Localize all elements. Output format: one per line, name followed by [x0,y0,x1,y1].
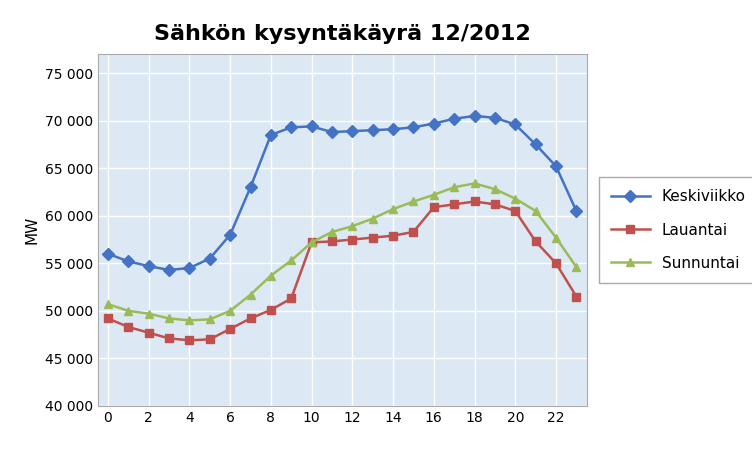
Keskiviikko [368,128,378,133]
Sunnuntai [287,258,296,263]
Title: Sähkön kysyntäkäyrä 12/2012: Sähkön kysyntäkäyrä 12/2012 [154,24,530,44]
Legend: Keskiviikko, Lauantai, Sunnuntai: Keskiviikko, Lauantai, Sunnuntai [599,177,752,283]
Sunnuntai [144,311,153,317]
Keskiviikko [124,259,133,264]
Keskiviikko [551,164,560,169]
Keskiviikko [246,184,255,190]
Sunnuntai [185,318,194,323]
Sunnuntai [226,308,235,313]
Sunnuntai [368,216,378,221]
Keskiviikko [144,263,153,269]
Line: Lauantai: Lauantai [104,198,581,345]
Lauantai [246,316,255,321]
Sunnuntai [572,264,581,270]
Keskiviikko [307,124,316,129]
Line: Keskiviikko: Keskiviikko [104,112,581,274]
Keskiviikko [572,208,581,214]
Sunnuntai [104,301,113,307]
Line: Sunnuntai: Sunnuntai [104,179,581,325]
Lauantai [551,261,560,266]
Lauantai [266,307,275,313]
Lauantai [348,237,357,242]
Keskiviikko [409,124,418,130]
Lauantai [144,330,153,336]
Lauantai [226,326,235,331]
Keskiviikko [104,251,113,257]
Lauantai [429,204,438,210]
Lauantai [511,208,520,214]
Sunnuntai [348,224,357,229]
Sunnuntai [246,292,255,297]
Sunnuntai [327,229,336,235]
Keskiviikko [429,121,438,126]
Keskiviikko [450,116,459,121]
Sunnuntai [470,181,479,186]
Lauantai [327,239,336,244]
Lauantai [307,239,316,245]
Sunnuntai [450,184,459,190]
Keskiviikko [205,256,214,261]
Sunnuntai [511,196,520,201]
Sunnuntai [429,192,438,198]
Lauantai [450,202,459,207]
Keskiviikko [348,129,357,134]
Sunnuntai [531,208,540,214]
Keskiviikko [470,113,479,119]
Keskiviikko [266,132,275,138]
Lauantai [389,233,398,239]
Lauantai [165,336,174,341]
Lauantai [124,324,133,330]
Keskiviikko [287,124,296,130]
Sunnuntai [409,199,418,204]
Sunnuntai [124,308,133,313]
Lauantai [531,239,540,244]
Sunnuntai [266,273,275,278]
Lauantai [104,316,113,321]
Sunnuntai [490,186,499,192]
Keskiviikko [531,142,540,147]
Lauantai [572,294,581,299]
Y-axis label: MW: MW [24,216,39,244]
Lauantai [409,229,418,235]
Sunnuntai [389,207,398,212]
Keskiviikko [165,267,174,273]
Keskiviikko [490,115,499,120]
Sunnuntai [205,317,214,322]
Keskiviikko [511,122,520,127]
Sunnuntai [551,235,560,240]
Keskiviikko [327,129,336,135]
Keskiviikko [185,265,194,271]
Keskiviikko [389,127,398,132]
Sunnuntai [307,239,316,245]
Sunnuntai [165,316,174,321]
Lauantai [490,202,499,207]
Lauantai [287,296,296,301]
Lauantai [205,336,214,342]
Lauantai [185,338,194,343]
Lauantai [368,235,378,240]
Lauantai [470,199,479,204]
Keskiviikko [226,232,235,238]
